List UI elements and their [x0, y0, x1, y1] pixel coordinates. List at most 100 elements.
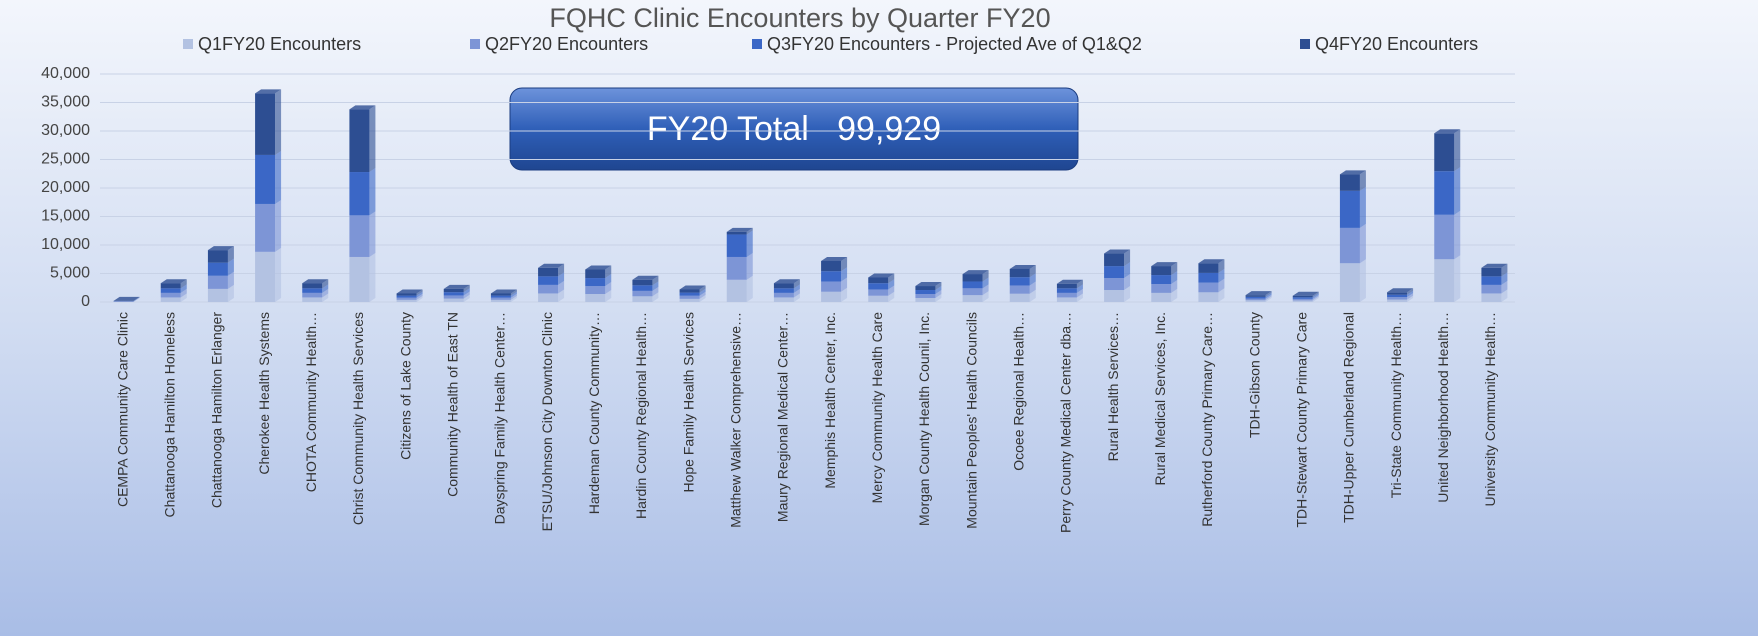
- bar-side: [416, 289, 423, 296]
- bar-segment: [1245, 300, 1266, 302]
- bar-top: [1434, 129, 1461, 134]
- bar-top: [1387, 288, 1414, 293]
- bar-segment: [1481, 276, 1502, 285]
- x-tick-label: Cherokee Health Systems: [256, 312, 272, 475]
- bar-segment: [1198, 292, 1219, 302]
- bar-segment: [1151, 275, 1172, 285]
- bar-top: [160, 279, 187, 284]
- x-tick-label: University Community Health…: [1482, 312, 1498, 507]
- bar-side: [133, 297, 140, 302]
- bar-segment: [915, 294, 936, 299]
- bar-side: [1029, 264, 1036, 278]
- bar-side: [369, 252, 376, 302]
- bar-side: [1171, 280, 1178, 293]
- y-tick-label: 15,000: [41, 208, 90, 225]
- bar-segment: [443, 295, 464, 299]
- bar-side: [1265, 296, 1272, 302]
- x-tick-label: Tri-State Community Health…: [1388, 312, 1404, 498]
- bar-side: [1218, 288, 1225, 302]
- bar-side: [510, 295, 517, 302]
- bar-side: [1218, 259, 1225, 273]
- bar-segment: [302, 297, 323, 302]
- bar-top: [962, 270, 989, 275]
- bar-side: [558, 280, 565, 294]
- bar-segment: [160, 283, 181, 289]
- x-tick-label: CEMPA Community Care Clinic: [114, 312, 130, 507]
- bar-side: [793, 293, 800, 302]
- bar-side: [227, 258, 234, 276]
- x-tick-label: Rural Medical Services, Inc.: [1152, 312, 1168, 486]
- bar-side: [133, 297, 140, 302]
- bar-side: [652, 292, 659, 302]
- bar-top: [915, 282, 942, 287]
- x-tick-label: Maury Regional Medical Center…: [775, 312, 791, 522]
- bar-side: [1312, 291, 1319, 298]
- bar-side: [180, 284, 187, 293]
- bar-segment: [396, 297, 417, 300]
- bar-segment: [1434, 133, 1455, 172]
- bar-side: [180, 293, 187, 302]
- x-tick-label: Dayspring Family Health Center…: [492, 312, 508, 524]
- y-tick-label: 35,000: [41, 94, 90, 111]
- x-tick-label: Citizens of Lake County: [397, 312, 413, 460]
- bar-side: [1265, 294, 1272, 301]
- bar-top: [1339, 170, 1366, 175]
- x-tick-label: TDH-Upper Cumberland Regional: [1341, 312, 1357, 523]
- bar-side: [1407, 295, 1414, 302]
- bar-segment: [585, 286, 606, 295]
- bar-top: [396, 289, 423, 294]
- bar-top: [1481, 263, 1508, 268]
- bar-segment: [349, 215, 370, 257]
- bar-segment: [302, 292, 323, 298]
- bar-top: [1104, 249, 1131, 254]
- bar-side: [746, 252, 753, 280]
- bar-segment: [1387, 294, 1408, 298]
- bar-segment: [349, 172, 370, 216]
- x-tick-label: Hardeman County Community…: [586, 312, 602, 514]
- bar-side: [605, 274, 612, 287]
- bar-side: [1029, 289, 1036, 302]
- bar-side: [1501, 272, 1508, 285]
- bar-side: [275, 199, 282, 252]
- y-tick-label: 20,000: [41, 179, 90, 196]
- bar-segment: [868, 283, 889, 290]
- bar-segment: [962, 281, 983, 289]
- bar-segment: [538, 284, 559, 294]
- bar-side: [935, 290, 942, 299]
- x-tick-label: CHOTA Community Health…: [303, 312, 319, 492]
- bar-segment: [255, 251, 276, 302]
- bar-side: [510, 291, 517, 298]
- bar-side: [841, 277, 848, 292]
- x-tick-label: Hope Family Health Services: [680, 312, 696, 493]
- bar-side: [982, 284, 989, 296]
- bar-top: [773, 279, 800, 284]
- bar-side: [1359, 223, 1366, 264]
- bar-segment: [1009, 293, 1030, 302]
- x-tick-label: Mercy Community Health Care: [869, 312, 885, 504]
- bar-segment: [726, 231, 747, 235]
- bar-side: [793, 279, 800, 289]
- bar-top: [349, 105, 376, 110]
- bar-side: [227, 271, 234, 289]
- bar-side: [935, 294, 942, 302]
- bar-side: [652, 275, 659, 286]
- bar-side: [1312, 296, 1319, 302]
- bar-side: [888, 273, 895, 284]
- bar-segment: [773, 283, 794, 289]
- bar-side: [227, 246, 234, 263]
- bar-segment: [1009, 268, 1030, 278]
- bar-segment: [1292, 298, 1313, 301]
- bar-side: [746, 275, 753, 302]
- bar-side: [888, 279, 895, 290]
- bar-top: [302, 279, 329, 284]
- bar-segment: [255, 93, 276, 155]
- bar-top: [1198, 259, 1225, 264]
- x-tick-label: Perry County Medical Center dba…: [1058, 312, 1074, 533]
- bar-top: [1151, 262, 1178, 267]
- x-tick-label: United Neighborhood Health…: [1435, 312, 1451, 503]
- x-tick-label: Chattanooga Hamilton Homeless: [161, 312, 177, 517]
- bar-segment: [443, 298, 464, 302]
- bar-segment: [868, 289, 889, 296]
- bar-segment: [821, 260, 842, 272]
- bar-segment: [1104, 290, 1125, 302]
